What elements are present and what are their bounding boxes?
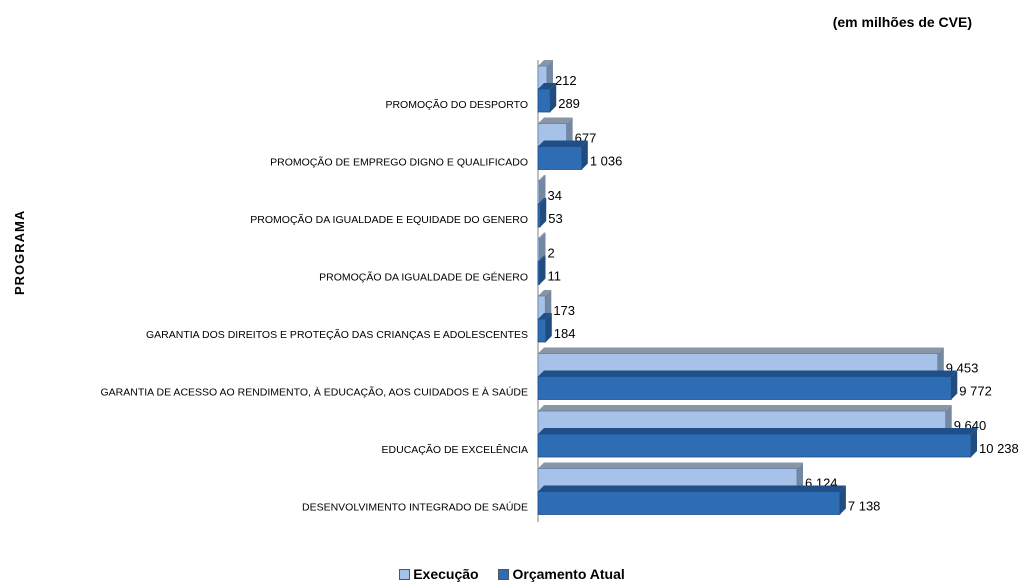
category-label: DESENVOLVIMENTO INTEGRADO DE SAÚDE bbox=[302, 501, 528, 514]
bar bbox=[537, 491, 841, 515]
bar-top-face bbox=[538, 175, 546, 181]
bar-side-face bbox=[581, 140, 588, 170]
data-label: 212 bbox=[555, 73, 577, 88]
bar-top-face bbox=[538, 117, 573, 124]
bar-top-face bbox=[538, 290, 552, 296]
bar-side-face bbox=[797, 462, 804, 492]
bar-top-face bbox=[538, 313, 552, 319]
legend-label-orcamento: Orçamento Atual bbox=[512, 566, 625, 582]
data-label: 289 bbox=[558, 96, 580, 111]
bar-side-face bbox=[971, 428, 977, 457]
bar-side-face bbox=[839, 485, 846, 515]
data-label: 34 bbox=[548, 188, 562, 203]
bar-top-face bbox=[538, 83, 557, 89]
bar-side-face bbox=[566, 117, 573, 147]
bar bbox=[537, 261, 540, 285]
bar-top-face bbox=[538, 140, 588, 147]
bar-side-face bbox=[540, 198, 547, 227]
data-label: 9 772 bbox=[959, 384, 992, 399]
data-label: 10 238 bbox=[979, 441, 1019, 456]
bar bbox=[537, 88, 551, 113]
category-label: PROMOÇÃO DE EMPREGO DIGNO E QUALIFICADO bbox=[270, 156, 528, 169]
bar-side-face bbox=[539, 255, 546, 285]
category-label: PROMOÇÃO DA IGUALDADE E EQUIDADE DO GENE… bbox=[250, 213, 528, 226]
legend: Execução Orçamento Atual bbox=[0, 566, 1024, 583]
legend-swatch-orcamento bbox=[498, 568, 510, 580]
bar-top-face bbox=[538, 405, 952, 411]
bar-top-face bbox=[538, 60, 553, 66]
bar-top-face bbox=[538, 428, 977, 434]
bar bbox=[537, 180, 540, 205]
bar-side-face bbox=[945, 405, 952, 434]
bar bbox=[537, 203, 541, 228]
bar-top-face bbox=[538, 255, 546, 262]
category-label: PROMOÇÃO DA IGUALDADE DE GÉNERO bbox=[319, 271, 528, 284]
bar-side-face bbox=[539, 175, 546, 204]
category-label: EDUCAÇÃO DE EXCELÊNCIA bbox=[382, 443, 528, 456]
data-label: 53 bbox=[548, 211, 562, 226]
bar bbox=[537, 433, 972, 458]
unit-note: (em milhões de CVE) bbox=[832, 14, 972, 30]
bar-top-face bbox=[538, 232, 546, 239]
bar-side-face bbox=[545, 290, 552, 319]
data-label: 11 bbox=[548, 269, 562, 284]
bar-top-face bbox=[538, 347, 944, 354]
bar-side-face bbox=[545, 313, 552, 342]
bar bbox=[537, 146, 583, 170]
bar bbox=[537, 318, 547, 343]
legend-item-execucao[interactable]: Execução bbox=[399, 566, 479, 582]
bar bbox=[537, 376, 952, 400]
category-label: GARANTIA DOS DIREITOS E PROTEÇÃO DAS CRI… bbox=[146, 328, 528, 341]
bar-side-face bbox=[550, 83, 557, 112]
data-label: 7 138 bbox=[848, 499, 881, 514]
category-label: GARANTIA DE ACESSO AO RENDIMENTO, À EDUC… bbox=[101, 386, 529, 399]
data-label: 173 bbox=[553, 303, 575, 318]
bar-side-face bbox=[951, 370, 958, 400]
data-label: 2 bbox=[548, 246, 555, 261]
legend-item-orcamento[interactable]: Orçamento Atual bbox=[498, 566, 625, 582]
bar-top-face bbox=[538, 370, 958, 377]
data-label: 184 bbox=[554, 326, 576, 341]
bar bbox=[537, 238, 540, 262]
bar-top-face bbox=[538, 462, 804, 469]
bar-top-face bbox=[538, 198, 547, 204]
legend-swatch-execucao bbox=[399, 568, 411, 580]
legend-label-execucao: Execução bbox=[413, 566, 479, 582]
category-label: PROMOÇÃO DO DESPORTO bbox=[385, 98, 528, 111]
bar-side-face bbox=[937, 347, 944, 377]
bar-side-face bbox=[539, 232, 546, 262]
data-label: 1 036 bbox=[590, 154, 623, 169]
bar-side-face bbox=[546, 60, 553, 89]
bar-top-face bbox=[538, 485, 846, 492]
